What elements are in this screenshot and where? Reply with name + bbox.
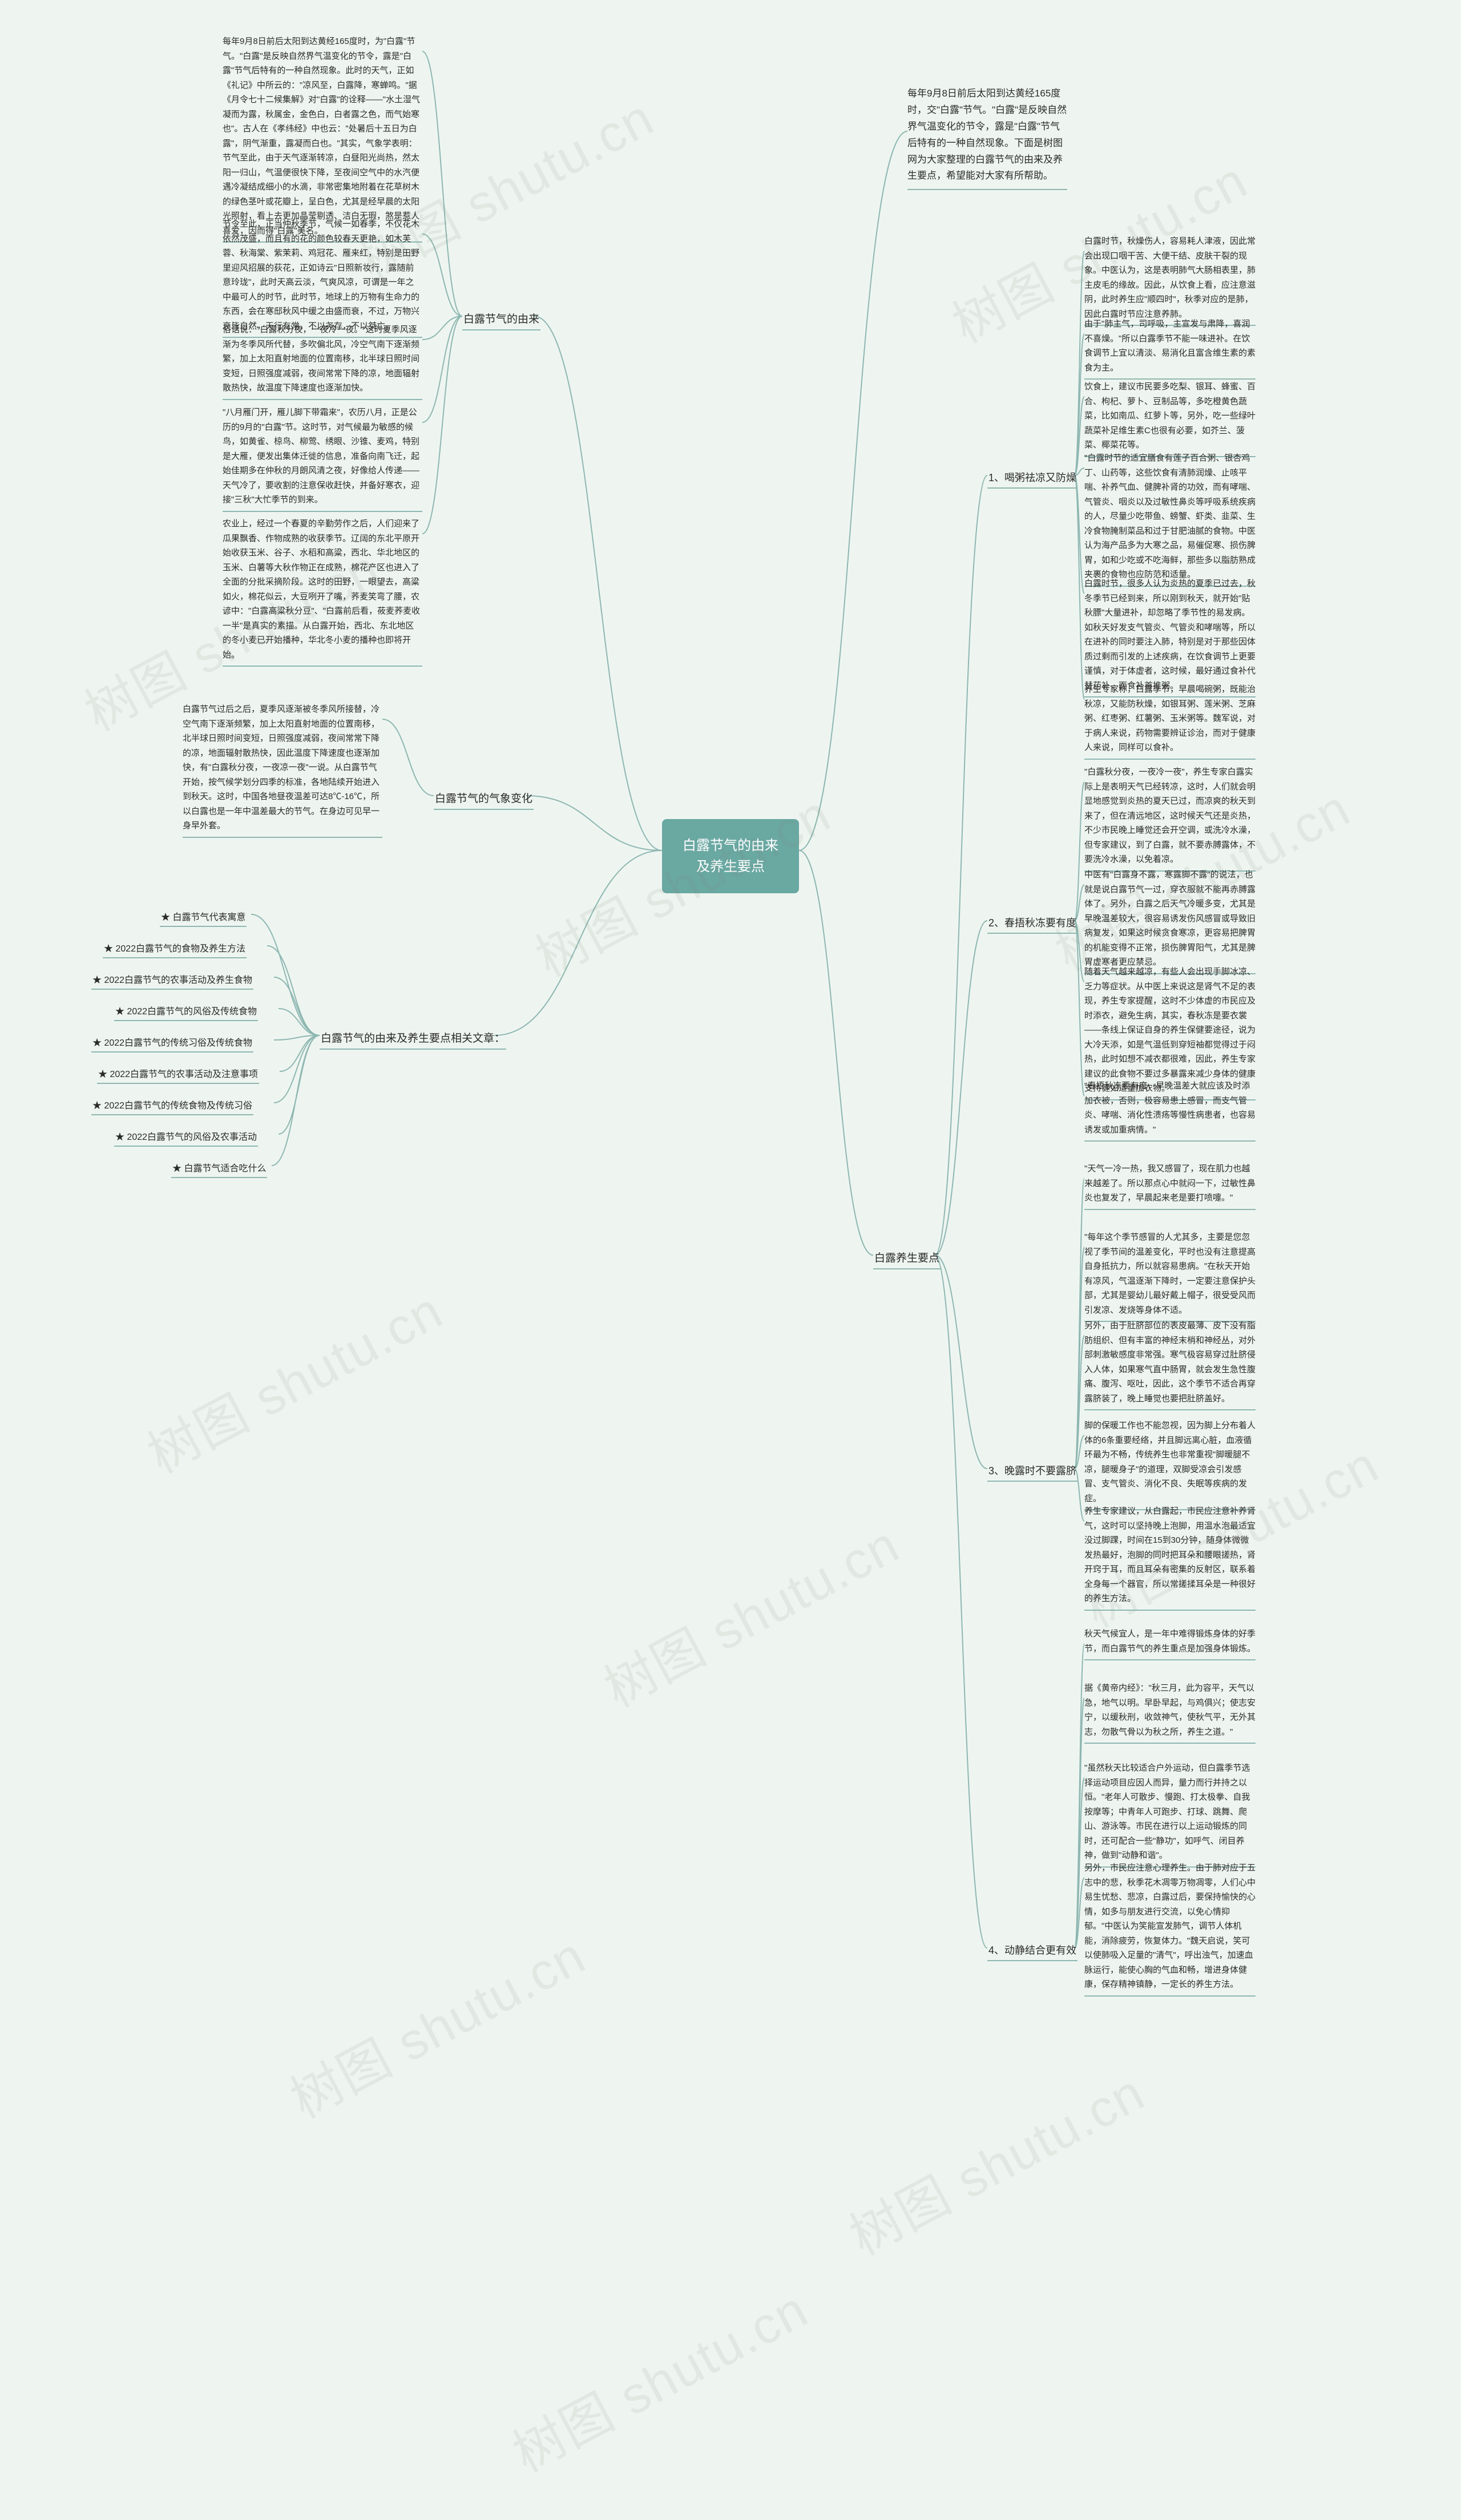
leaf-node: "每年这个季节感冒的人尤其多，主要是您忽视了季节间的温差变化，平时也没有注意提高…: [1084, 1230, 1256, 1322]
leaf-node: 白露节气过后之后，夏季风逐渐被冬季风所接替，冷空气南下逐渐频繁，加上太阳直射地面…: [183, 702, 382, 838]
related-article-item[interactable]: ★ 2022白露节气的传统习俗及传统食物: [91, 1033, 253, 1053]
branch-label: 白露节气的由来: [462, 308, 540, 330]
leaf-node: "虽然秋天比较适合户外运动，但白露季节选择运动项目应因人而异，量力而行并持之以恒…: [1084, 1761, 1256, 1868]
leaf-node: 养生专家称，白露季节，早晨喝碗粥，既能治秋凉，又能防秋燥，如银耳粥、莲米粥、芝麻…: [1084, 682, 1256, 760]
sub-branch-label: 4、动静结合更有效: [987, 1941, 1077, 1961]
leaf-node: 俗话说："白露秋分夜，一夜冷一夜。"这时夏季风逐渐为冬季风所代替，多吹偏北风，冷…: [223, 322, 422, 400]
related-article-item[interactable]: ★ 白露节气适合吃什么: [171, 1159, 267, 1178]
branch-label: 白露节气的由来及养生要点相关文章：: [320, 1027, 506, 1050]
leaf-node: "白露时节的适宜膳食有莲子百合粥、银杏鸡丁、山药等，这些饮食有清肺润燥、止咳平喘…: [1084, 451, 1256, 587]
summary-node: 每年9月8日前后太阳到达黄经165度时，交"白露"节气。"白露"是反映自然界气温…: [907, 86, 1067, 190]
leaf-node: 另外，市民应注意心理养生。由于肺对应于五志中的悲，秋季花木凋零万物凋零，人们心中…: [1084, 1861, 1256, 1997]
leaf-node: 秋天气候宜人，是一年中难得锻炼身体的好季节，而白露节气的养生重点是加强身体锻炼。: [1084, 1627, 1256, 1660]
related-article-item[interactable]: ★ 2022白露节气的传统食物及传统习俗: [91, 1096, 253, 1115]
related-article-item[interactable]: ★ 2022白露节气的食物及养生方法: [103, 939, 247, 958]
root-node: 白露节气的由来及养生要点: [662, 819, 799, 893]
watermark: 树图 shutu.cn: [590, 1503, 910, 1721]
leaf-node: 另外，由于肚脐部位的表皮最薄、皮下没有脂肪组织、但有丰富的神经末梢和神经丛，对外…: [1084, 1319, 1256, 1410]
leaf-node: "白露秋分夜，一夜冷一夜"，养生专家白露实际上是表明天气已经转凉，这时，人们就会…: [1084, 765, 1256, 872]
watermark: 树图 shutu.cn: [276, 1914, 596, 2132]
watermark: 树图 shutu.cn: [133, 1269, 454, 1487]
branch-label: 白露养生要点: [873, 1247, 941, 1269]
related-article-item[interactable]: ★ 2022白露节气的风俗及传统食物: [114, 1002, 258, 1021]
watermark: 树图 shutu.cn: [835, 2051, 1156, 2269]
related-article-item[interactable]: ★ 2022白露节气的农事活动及养生食物: [91, 970, 253, 990]
watermark: 树图 shutu.cn: [498, 2268, 819, 2486]
leaf-node: 中医有"白露身不露，寒露脚不露"的说法，也就是说白露节气一过，穿衣服就不能再赤膊…: [1084, 868, 1256, 974]
leaf-node: 农业上，经过一个春夏的辛勤劳作之后，人们迎来了瓜果飘香、作物成熟的收获季节。辽阔…: [223, 517, 422, 667]
summary-text: 每年9月8日前后太阳到达黄经165度时，交"白露"节气。"白露"是反映自然界气温…: [907, 88, 1067, 181]
leaf-node: 脚的保暖工作也不能忽视，因为脚上分布着人体的6条重要经络，并且脚远离心脏，血液循…: [1084, 1418, 1256, 1510]
leaf-node: "天气一冷一热，我又感冒了，现在肌力也越来越差了。所以那点心中就闷一下，过敏性鼻…: [1084, 1162, 1256, 1210]
leaf-node: "八月雁门开，雁儿脚下带霜来"，农历八月，正是公历的9月的"白露"节。这时节，对…: [223, 405, 422, 512]
leaf-node: 据《黄帝内经》："秋三月，此为容平，天气以急，地气以明。早卧早起，与鸡俱兴；使志…: [1084, 1681, 1256, 1744]
related-article-item[interactable]: ★ 白露节气代表寓意: [160, 908, 247, 927]
branch-label: 白露节气的气象变化: [434, 788, 534, 810]
leaf-node: 每年9月8日前后太阳到达黄经165度时，为"白露"节气。"白露"是反映自然界气温…: [223, 34, 422, 243]
sub-branch-label: 2、春捂秋冻要有度: [987, 913, 1077, 934]
leaf-node: 养生专家建议，从白露起，市民应注意补养肾气，这时可以坚持晚上泡脚，用温水泡最适宜…: [1084, 1504, 1256, 1611]
leaf-node: 白露时节，很多人认为炎热的夏季已过去，秋冬季节已经到来，所以刚到秋天，就开始"贴…: [1084, 576, 1256, 697]
sub-branch-label: 1、喝粥祛凉又防燥: [987, 468, 1077, 489]
related-article-item[interactable]: ★ 2022白露节气的农事活动及注意事项: [97, 1065, 259, 1084]
leaf-node: 节令至此，正当仲秋季节，气候一如春季，不仅花木依然茂盛，而且有的花的颜色较春天更…: [223, 217, 422, 338]
root-title: 白露节气的由来及养生要点: [683, 838, 778, 874]
related-article-item[interactable]: ★ 2022白露节气的风俗及农事活动: [114, 1127, 258, 1147]
leaf-node: 由于"肺主气，司呼吸，主宣发与肃降，喜润不喜燥。"所以白露季节不能一味进补。在饮…: [1084, 317, 1256, 380]
leaf-node: 饮食上，建议市民要多吃梨、银耳、蜂蜜、百合、枸杞、萝卜、豆制品等，多吃橙黄色蔬菜…: [1084, 380, 1256, 457]
leaf-node: 白露时节，秋燥伤人，容易耗人津液，因此常会出现口咽干苦、大便干结、皮肤干裂的现象…: [1084, 234, 1256, 326]
sub-branch-label: 3、晚露时不要露脐: [987, 1461, 1077, 1482]
leaf-node: "春捂秋冻要有度，早晚温差大就应该及时添加衣被，否则，极容易患上感冒，而支气管炎…: [1084, 1079, 1256, 1142]
